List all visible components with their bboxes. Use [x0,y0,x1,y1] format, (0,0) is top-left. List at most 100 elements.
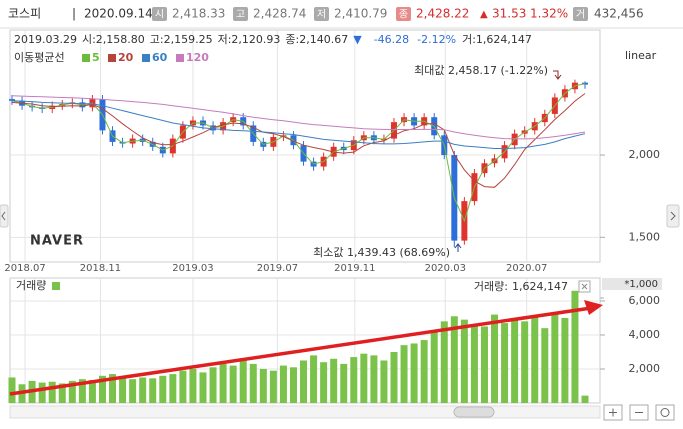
volume-bar [320,362,328,403]
info-low: 저:2,120.93 [218,33,281,46]
volume-bar [219,363,227,403]
legend: 5 20 60 120 [82,51,209,64]
trend-arrow-head [584,300,603,315]
scrollbar[interactable] [9,405,601,419]
badge [233,7,248,21]
volume-bar [269,370,277,403]
volume-bar [129,379,137,403]
badge-text: 시 [155,9,164,21]
info-line: 2019.03.29 시:2,158.80 고:2,159.25 저:2,120.93… [14,33,532,46]
volume-bar [199,372,207,403]
y-tick-label: 2,000 [629,362,661,375]
volume-bar [390,351,398,403]
info-date: 2019.03.29 [14,33,77,46]
legend-title: 이동평균선 [14,51,65,64]
reset-icon [660,408,670,417]
scroll-left[interactable] [0,204,9,228]
moving-average [11,95,586,140]
volume-bar [98,375,106,403]
volume-title: 거래량 [16,279,46,292]
badge [314,7,329,21]
volume-bar [521,321,529,403]
volume-bar [511,317,519,403]
volume-bar [440,321,448,403]
marks [8,79,589,403]
volume-bar [501,323,509,403]
zoom-in-icon [609,408,617,417]
badge [396,7,411,21]
x-tick-label: 2019.07 [257,263,298,274]
volume-bar [189,368,197,403]
max-pointer [553,70,562,80]
legend-swatch [82,54,90,62]
legend-label: 60 [152,51,168,64]
moving-average [11,83,586,223]
volume-bar [400,345,408,403]
unit-box [602,278,662,290]
min-annotation: 최소값 1,439.43 (68.69%) [313,246,450,259]
legend-label: 5 [92,51,100,64]
volume-bar [88,380,96,403]
header-value: 2,428.22 [416,7,469,21]
date: 2020.09.14 [84,7,153,21]
max-annotation: 최대값 2,458.17 (-1.22%) [414,64,548,77]
scroll-thumb[interactable] [453,406,495,418]
info-open: 시:2,158.80 [82,33,145,46]
header-value: 2,418.33 [172,7,225,21]
y-tick-label: 1,500 [629,230,661,243]
x-tick-label: 2020.07 [506,263,547,274]
volume-bar [139,377,147,403]
legend-label: 20 [118,51,134,64]
scale-mode: linear [625,49,657,62]
volume-bar [48,381,56,403]
change-pct: 1.32% [530,7,568,21]
x-tick-label: 2020.03 [425,263,466,274]
info-close: 종:2,140.67 [285,33,348,46]
scroll-right[interactable] [666,204,680,228]
volume-bar [310,355,318,403]
volume-bar [360,353,368,403]
volume-bar [470,324,478,403]
badge [573,7,588,21]
volume-bar [8,377,16,403]
volume-bar [109,374,117,403]
header-values: 시 2,418.33 고 2,428.74 저 2,410.79 종 2,428.22 ▲ 31.… [152,7,644,21]
volume-bar [531,316,539,403]
scroll-left-icon [1,211,6,221]
reset[interactable] [655,404,675,421]
legend-swatch [142,54,150,62]
x-tick-label: 2019.11 [334,263,375,274]
volume-bar [410,343,418,403]
volume-bar [370,355,378,403]
legend-swatch [108,54,116,62]
badge-text: 저 [317,9,326,21]
volume-bar [581,395,589,403]
legend-swatch [176,54,184,62]
info-sign: ▼ [353,33,362,46]
header-volume: 432,456 [594,7,644,21]
badge-text: 거 [576,9,585,21]
y-tick-label: 4,000 [629,328,661,341]
scroll-right-icon [670,211,676,221]
volume-bar [330,358,338,403]
volume-swatch [52,282,60,290]
sep: | [72,7,76,21]
volume-bar [460,319,468,403]
x-tick-label: 2018.07 [4,263,45,274]
moving-average [11,100,586,149]
volume-bar [149,378,157,403]
volume-bar [239,360,247,403]
badge-text: 종 [399,9,408,21]
volume-current-value: 1,624,147 [512,280,568,293]
info-change: -46.28 [374,33,409,46]
volume-bar [68,380,76,403]
volume-bar [179,370,187,403]
volume-bar [541,328,549,403]
header-value: 2,410.79 [334,7,387,21]
volume-bar [229,365,237,403]
volume-bar [350,357,358,403]
volume-bar [38,382,46,403]
close-icon [581,283,588,290]
moving-average [11,93,586,188]
volume-bar [480,326,488,403]
